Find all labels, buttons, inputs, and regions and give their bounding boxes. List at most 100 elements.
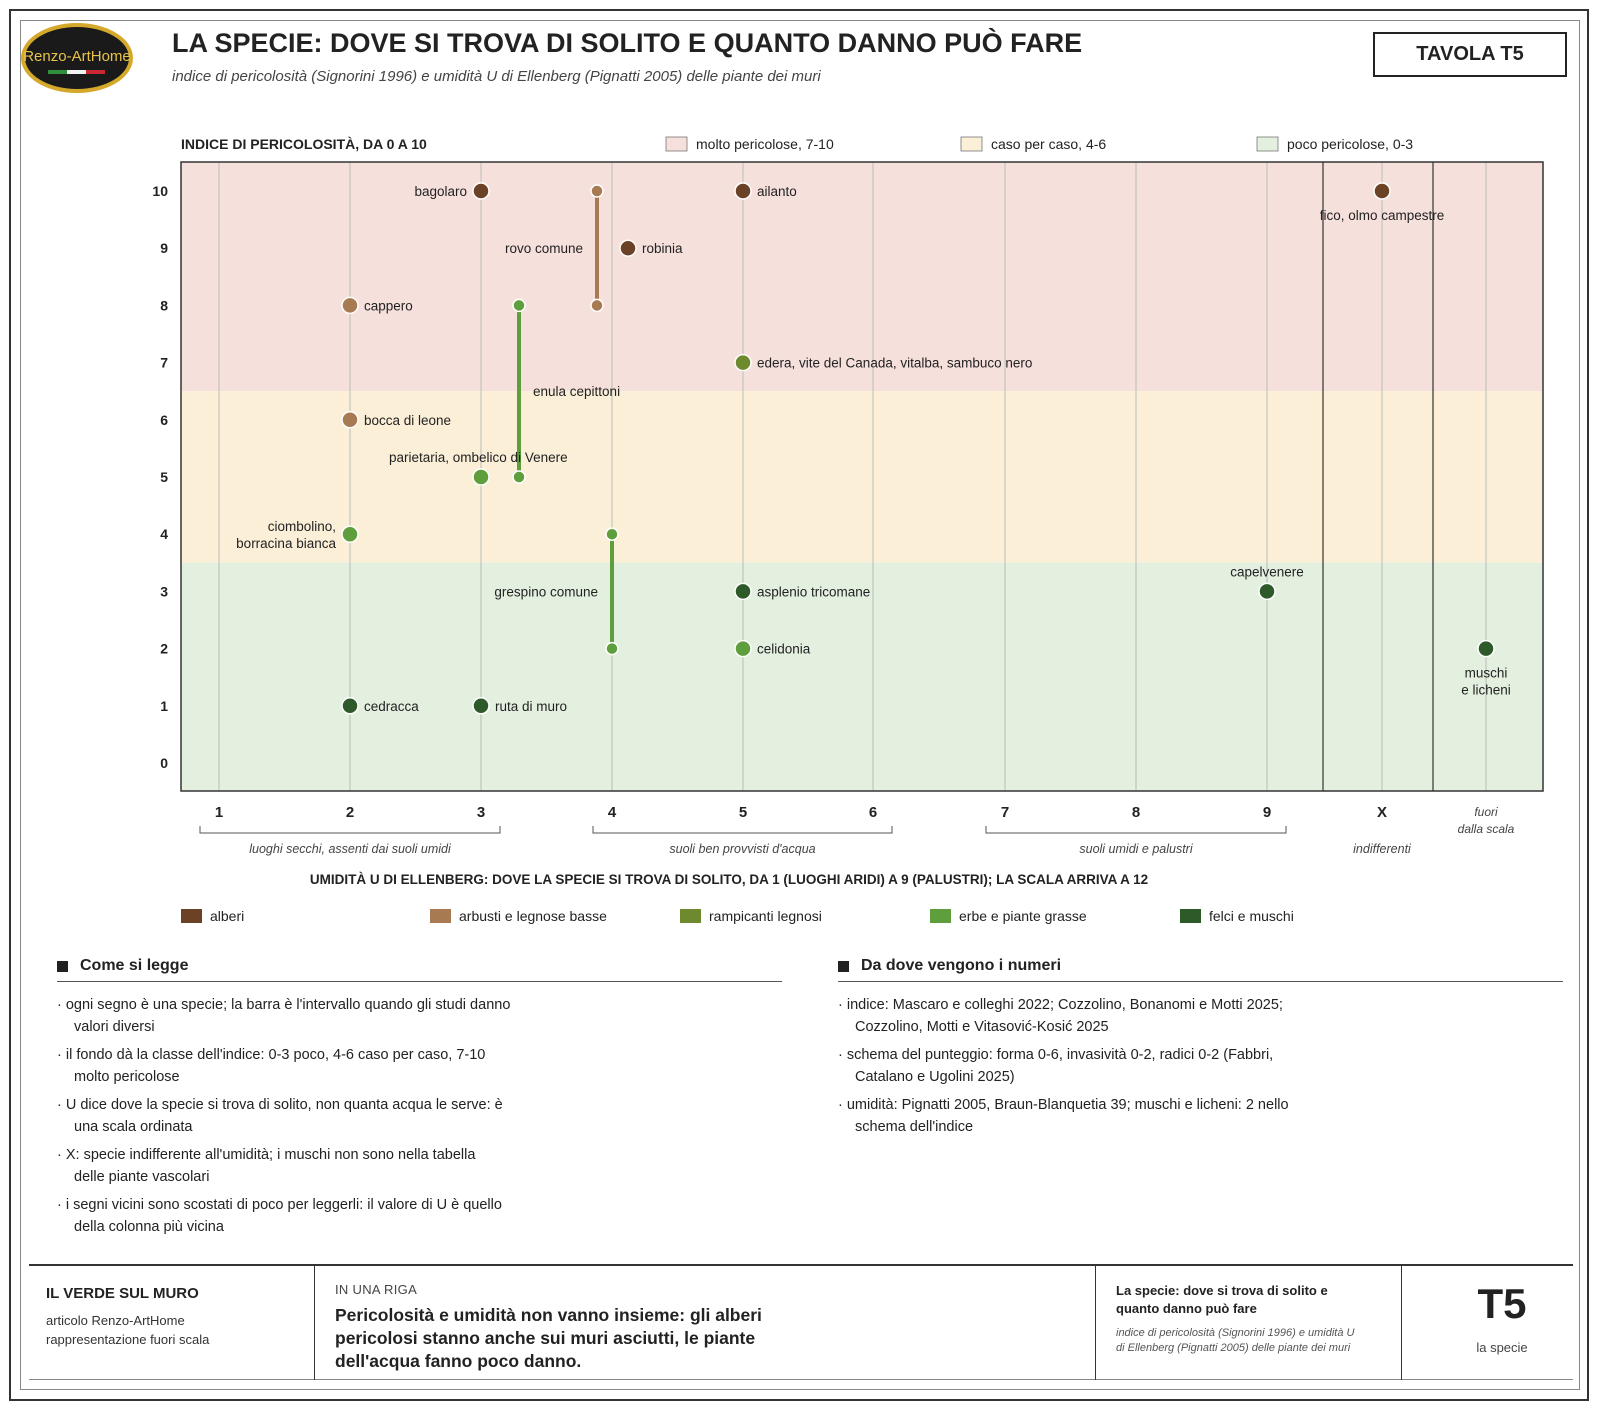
x-tick-label: 3 (477, 804, 485, 821)
y-tick-label: 8 (160, 297, 168, 313)
range-end-point (512, 470, 526, 484)
category-legend-label: rampicanti legnosi (709, 908, 822, 924)
range-end-point (590, 184, 604, 198)
range-end-point (605, 641, 619, 656)
footer-code-label: la specie (1476, 1340, 1528, 1355)
square-bullet-icon (57, 960, 68, 972)
list-item: X: specie indifferente all'umidità; i mu… (57, 1144, 499, 1188)
band-legend-swatch (1256, 136, 1279, 152)
data-point (341, 411, 359, 429)
footer-table-subtitle: indice di pericolosità (Signorini 1996) … (1116, 1327, 1355, 1354)
point-label: parietaria, ombelico di Venere (389, 450, 568, 465)
category-legend-swatch (680, 909, 701, 923)
footer-article: IL VERDE SUL MURO articolo Renzo-ArtHome… (29, 1266, 314, 1380)
y-tick-label: 6 (160, 412, 168, 428)
x-group-label: suoli ben provvisti d'acqua (669, 842, 815, 856)
point-label: rovo comune (505, 241, 583, 256)
logo: Renzo-ArtHome (21, 23, 133, 93)
x-group-label: luoghi secchi, assenti dai suoli umidi (249, 842, 452, 856)
point-label: celidonia (757, 642, 811, 657)
data-point (1373, 182, 1391, 200)
divider (57, 981, 782, 982)
category-legend-swatch (181, 909, 202, 923)
footer-article-line: rappresentazione fuori scala (46, 1332, 210, 1347)
x-group-label: suoli umidi e palustri (1079, 842, 1193, 856)
band-legend-label: caso per caso, 4-6 (991, 136, 1106, 152)
data-point (734, 639, 752, 658)
category-legend-swatch (1180, 909, 1201, 923)
point-label: bagolaro (414, 184, 467, 199)
divider (838, 981, 1563, 982)
how-to-read-list: ogni segno è una specie; la barra è l'in… (57, 994, 782, 1238)
data-point (734, 182, 752, 200)
band-0 (181, 162, 1543, 392)
list-item: ogni segno è una specie; la barra è l'in… (57, 994, 514, 1038)
how-to-read-title: Come si legge (80, 957, 189, 974)
list-item: indice: Mascaro e colleghi 2022; Cozzoli… (838, 994, 1315, 1038)
footer-code: T5 la specie (1402, 1266, 1600, 1380)
data-point (341, 525, 359, 543)
footer-code-big: T5 (1477, 1280, 1527, 1327)
footer-divider (1095, 1266, 1096, 1380)
page-title: LA SPECIE: DOVE SI TROVA DI SOLITO E QUA… (172, 28, 1083, 58)
point-label: ruta di muro (495, 699, 567, 714)
y-axis-label: INDICE DI PERICOLOSITÀ, DA 0 A 10 (181, 136, 427, 152)
footer-summary-text: Pericolosità e umidità non vanno insieme… (335, 1305, 762, 1371)
point-label: capelvenere (1230, 564, 1304, 579)
band-legend-label: molto pericolose, 7-10 (696, 136, 834, 152)
sources-list: indice: Mascaro e colleghi 2022; Cozzoli… (838, 994, 1563, 1138)
list-item: il fondo dà la classe dell'indice: 0-3 p… (57, 1044, 519, 1088)
point-label: enula cepittoni (533, 384, 620, 399)
x-tick-label: fuori (1474, 805, 1498, 819)
x-tick-label: 5 (739, 804, 747, 821)
x-axis-label: UMIDITÀ U DI ELLENBERG: DOVE LA SPECIE S… (310, 872, 1148, 887)
y-tick-label: 2 (160, 641, 168, 657)
y-tick-label: 1 (160, 698, 168, 714)
footer-summary-label: IN UNA RIGA (335, 1282, 418, 1297)
x-tick-label: dalla scala (1458, 822, 1515, 836)
category-legend-label: erbe e piante grasse (959, 908, 1087, 924)
sources-header: Da dove vengono i numeri (838, 955, 1563, 977)
footer-divider (1401, 1266, 1402, 1380)
y-tick-label: 10 (152, 183, 168, 199)
data-point (734, 353, 752, 372)
band-legend-swatch (665, 136, 688, 152)
point-label: grespino comune (494, 584, 598, 599)
x-group-label: indifferenti (1353, 842, 1412, 856)
x-tick-label: 8 (1132, 804, 1140, 821)
scatter-chart: INDICE DI PERICOLOSITÀ, DA 0 A 10 0 1 2 3 4 5 6… (152, 136, 1544, 924)
point-label: muschi (1465, 666, 1508, 681)
point-label: bocca di leone (364, 413, 451, 428)
range-end-point (512, 298, 526, 313)
x-group-bracket (985, 826, 1287, 834)
list-item: U dice dove la specie si trova di solito… (57, 1094, 514, 1138)
range-end-point (605, 527, 619, 541)
x-tick-label: 9 (1263, 804, 1271, 821)
range-end-point (590, 298, 604, 313)
sources-title: Da dove vengono i numeri (861, 957, 1062, 974)
footer-article-line: articolo Renzo-ArtHome (46, 1313, 185, 1328)
logo-text: Renzo-ArtHome (23, 48, 131, 65)
footer-article-title: IL VERDE SUL MURO (46, 1285, 199, 1302)
band-legend-swatch (960, 136, 983, 152)
point-label: asplenio tricomane (757, 584, 870, 599)
page-subtitle: indice di pericolosità (Signorini 1996) … (172, 68, 821, 85)
how-to-read-section: Come si legge ogni segno è una specie; l… (57, 955, 782, 1244)
point-label: robinia (642, 241, 683, 256)
data-point (1258, 582, 1276, 601)
y-tick-label: 9 (160, 240, 168, 256)
y-tick-label: 4 (160, 526, 168, 542)
x-tick-label: 7 (1001, 804, 1009, 821)
point-label: cappero (364, 298, 413, 313)
outer-frame (9, 9, 1589, 1401)
point-label: cedracca (364, 699, 419, 714)
inner-frame (20, 20, 1580, 1390)
y-tick-label: 0 (160, 755, 168, 771)
sources-section: Da dove vengono i numeri indice: Mascaro… (838, 955, 1563, 1144)
data-point (619, 239, 637, 257)
band-1 (181, 391, 1543, 563)
category-legend-label: felci e muschi (1209, 908, 1294, 924)
footer-table-title: La specie: dove si trova di solito e qua… (1116, 1283, 1328, 1316)
category-legend-label: arbusti e legnose basse (459, 908, 607, 924)
x-tick-label: 2 (346, 804, 354, 821)
